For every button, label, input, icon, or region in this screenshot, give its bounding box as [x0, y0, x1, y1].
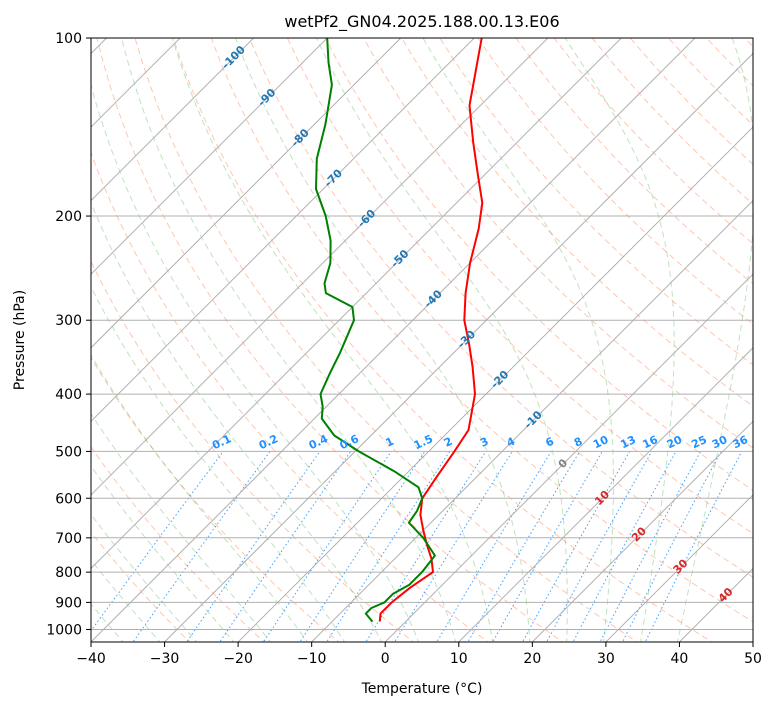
mixing-ratio-line: [599, 451, 702, 642]
mixing-ratio-line: [262, 451, 392, 642]
temperature-profile-line: [378, 38, 484, 622]
mixing-ratio-line: [219, 451, 352, 642]
isotherm-gridline: [531, 420, 753, 642]
isotherm-gridline: [91, 38, 623, 570]
y-tick-label: 300: [55, 313, 82, 329]
y-tick-label: 900: [55, 595, 82, 611]
y-tick-label: 700: [55, 531, 82, 547]
x-tick-label: −40: [76, 651, 106, 667]
mixing-ratio-label: 25: [689, 433, 708, 451]
isotherm-gridline: [91, 38, 549, 496]
dry-adiabat-line: [91, 260, 415, 642]
mixing-ratio-label: 20: [665, 433, 685, 451]
y-tick-label: 600: [55, 491, 82, 507]
mixing-ratio-label: 16: [641, 433, 661, 451]
x-tick-label: 10: [450, 651, 468, 667]
isotherm-gridline: [91, 38, 255, 202]
y-axis-ticks: 100 200 300 400 500 600 700 800 900 1000: [46, 31, 91, 638]
plot-frame: [90, 37, 754, 643]
mixing-ratio-line: [132, 451, 271, 642]
isotherm-gridline: [163, 52, 753, 642]
mixing-ratio-label: 13: [618, 433, 637, 451]
chart-title: wetPf2_GN04.2025.188.00.13.E06: [284, 12, 559, 32]
mixing-ratio-label: 36: [731, 433, 751, 451]
y-tick-label: 1000: [46, 622, 82, 638]
y-tick-label: 800: [55, 565, 82, 581]
mixing-ratio-line: [394, 451, 513, 642]
isotherm-gridline: [457, 347, 753, 642]
x-tick-label: 20: [523, 651, 541, 667]
y-axis-title: Pressure (hPa): [12, 290, 28, 390]
pressure-gridlines: [91, 38, 753, 630]
dry-adiabat-line: [477, 38, 753, 325]
y-tick-label: 200: [55, 209, 82, 225]
y-tick-label: 500: [55, 444, 82, 460]
dry-adiabat-line: [286, 38, 753, 535]
moist-adiabat-line: [91, 201, 383, 642]
mixing-ratio-line: [436, 451, 552, 642]
dry-adiabat-line: [401, 38, 753, 407]
x-axis-title: Temperature (°C): [361, 681, 483, 697]
isotherm-gridline: [91, 38, 476, 423]
dry-adiabat-line: [248, 38, 753, 578]
x-axis-ticks: −40 −30 −20 −10 0 10 20 30 40 50: [76, 642, 762, 667]
isotherm-gridline: [605, 494, 753, 642]
x-tick-label: −10: [297, 651, 327, 667]
x-tick-label: −30: [150, 651, 180, 667]
isotherm-gridline: [310, 199, 753, 642]
mixing-ratio-line: [467, 451, 581, 642]
x-tick-label: 40: [671, 651, 689, 667]
mixing-ratio-label: 30: [710, 433, 730, 451]
isotherm-gridlines: [91, 38, 753, 642]
isotherm-gridline: [237, 126, 753, 642]
profile-series: [315, 38, 484, 623]
mixing-ratio-line: [572, 451, 677, 642]
mixing-ratio-line: [185, 451, 321, 642]
dry-adiabat-line: [439, 38, 753, 366]
y-tick-label: 400: [55, 387, 82, 403]
y-tick-label: 100: [55, 31, 82, 47]
mixing-ratio-line: [299, 451, 426, 642]
isotherm-gridline: [91, 38, 328, 275]
isotherm-gridline: [384, 273, 753, 642]
isotherm-gridline: [91, 38, 402, 349]
mixing-ratio-line: [365, 451, 487, 642]
x-tick-label: 50: [744, 651, 762, 667]
mixing-ratio-label: 10: [591, 433, 611, 451]
x-tick-label: 0: [381, 651, 390, 667]
mixing-ratio-line: [622, 451, 722, 642]
x-tick-label: −20: [223, 651, 253, 667]
x-tick-label: 30: [597, 651, 615, 667]
mixing-ratio-lines: [91, 451, 743, 642]
isotherm-gridline: [91, 38, 696, 642]
dewpoint-profile-line: [315, 38, 436, 623]
dry-adiabat-line: [325, 38, 753, 491]
mixing-ratio-line: [91, 451, 224, 632]
